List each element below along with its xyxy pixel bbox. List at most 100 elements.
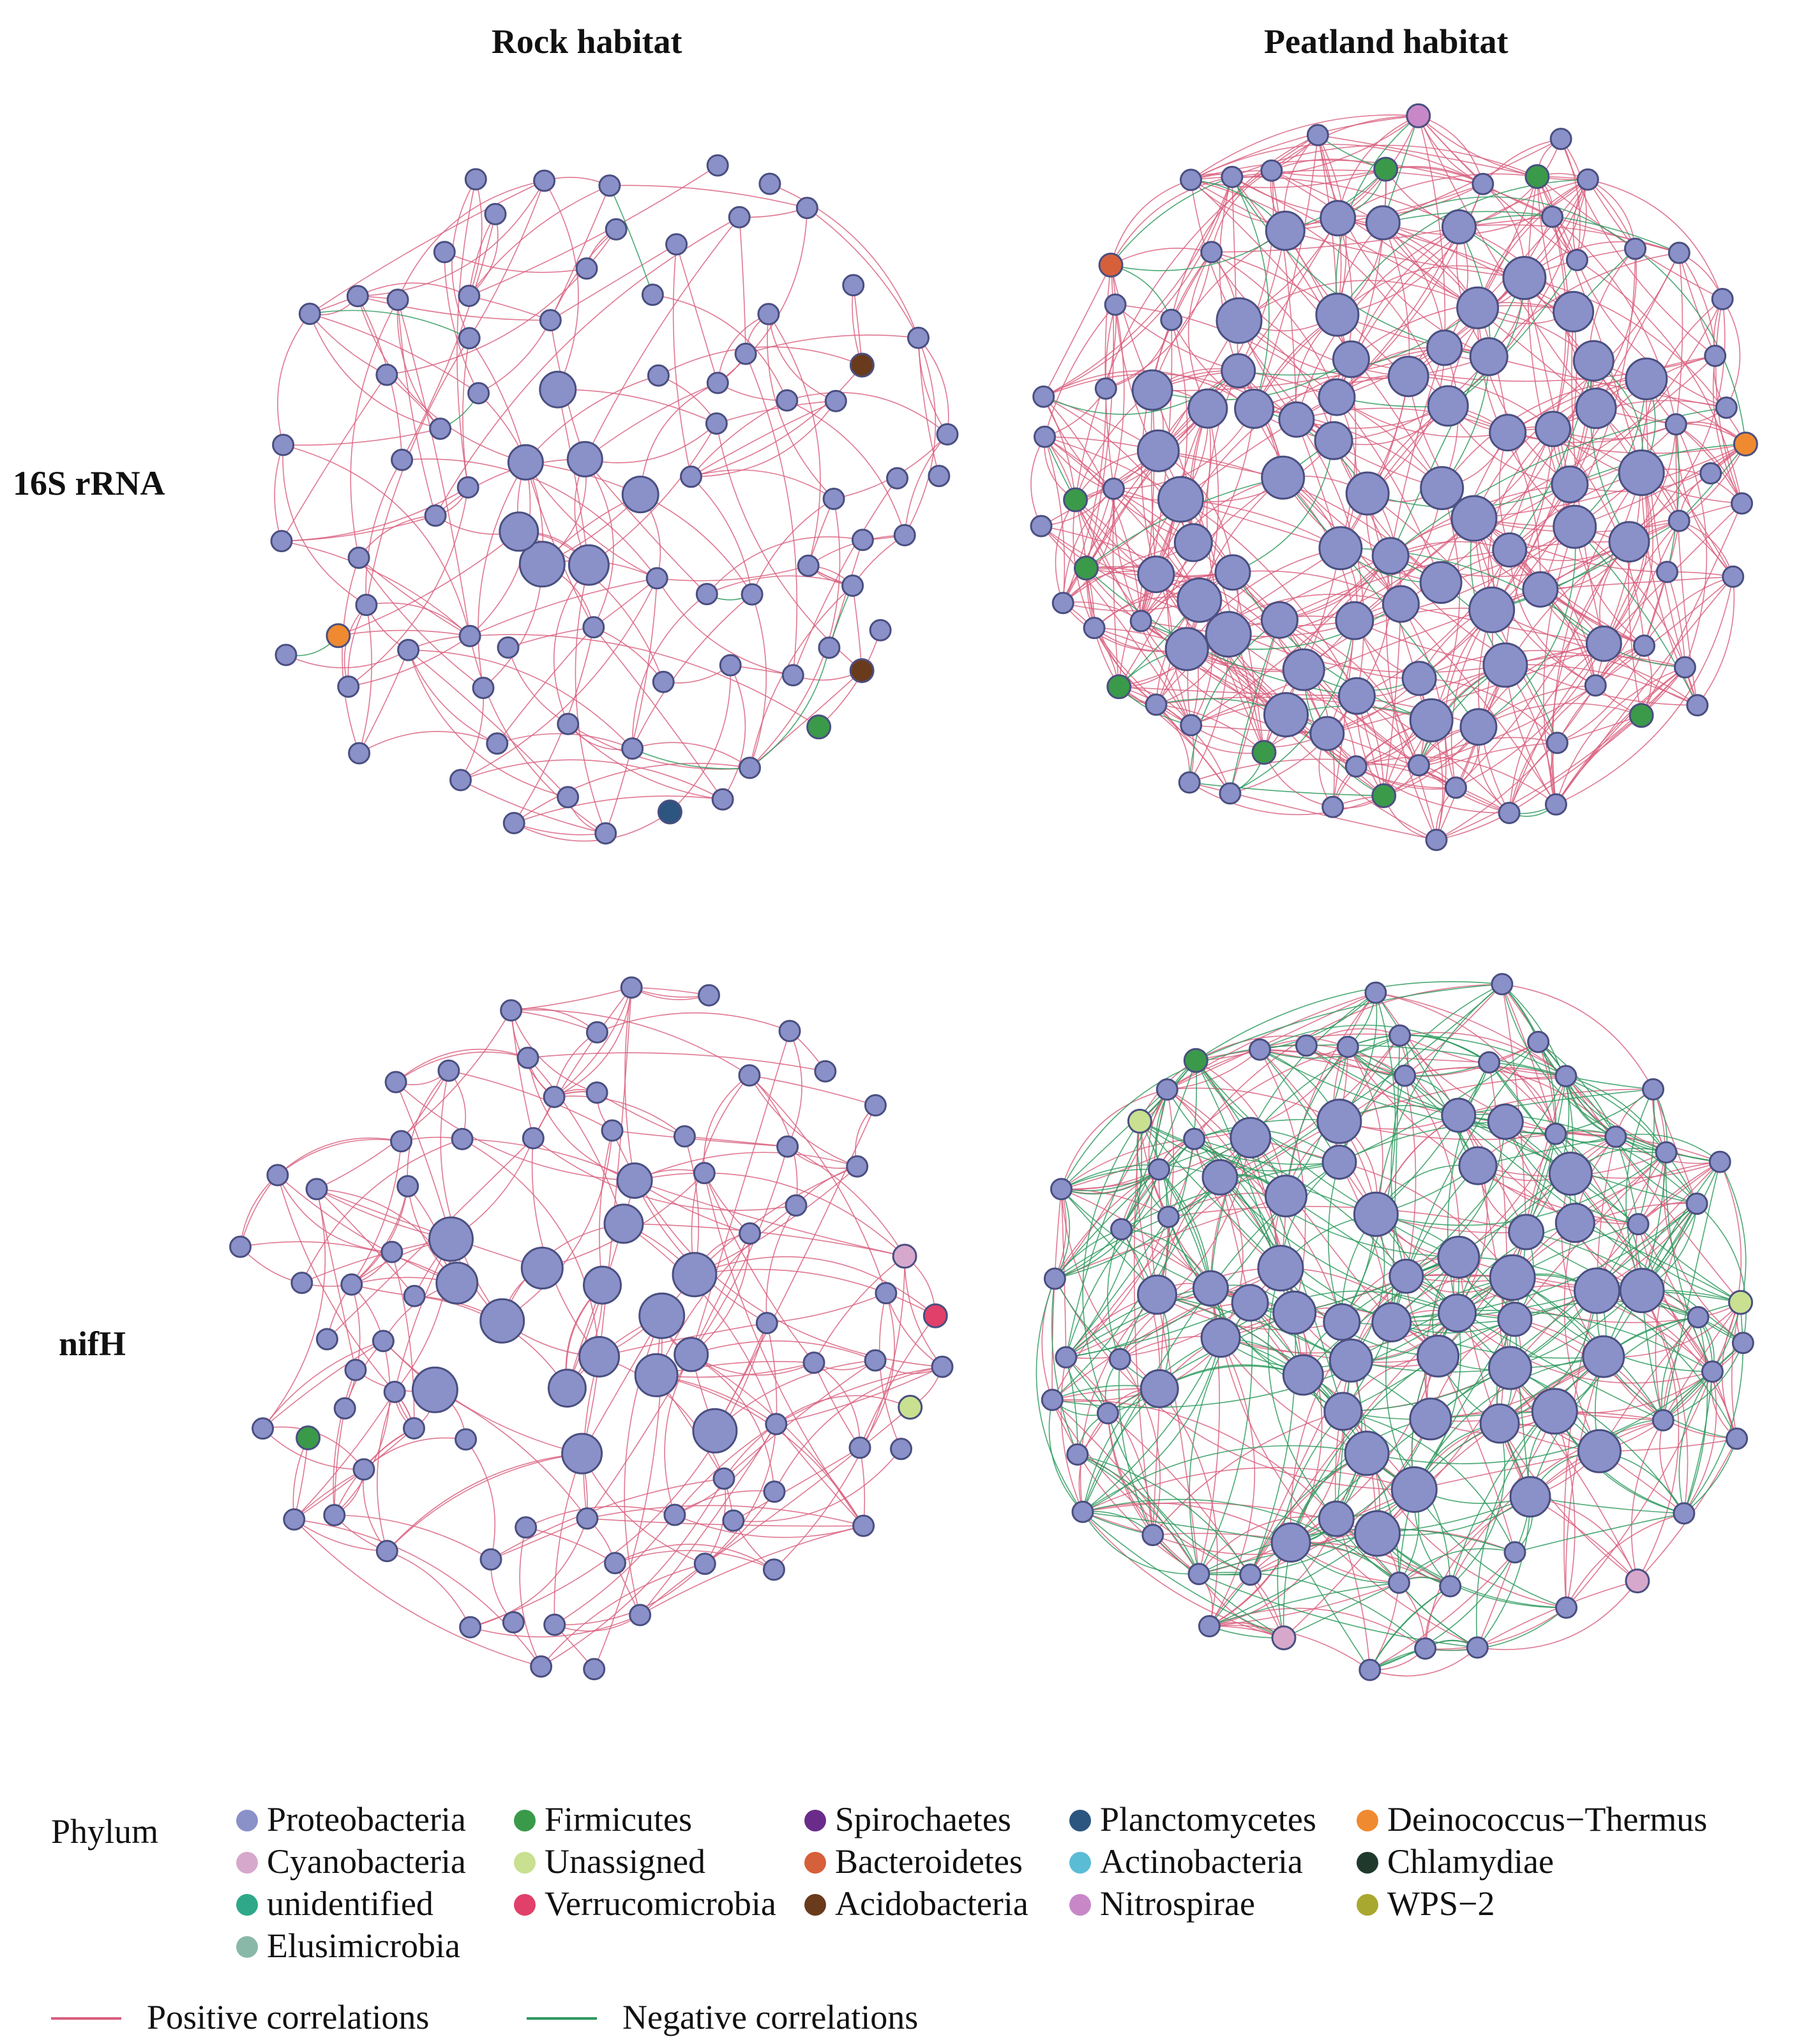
positive-edge (1473, 443, 1746, 519)
negative-edge (1260, 1025, 1490, 1063)
node-proteobacteria (1503, 1541, 1526, 1564)
row-title-16s: 16S rRNA (13, 464, 165, 502)
node-proteobacteria (765, 1413, 788, 1436)
node-proteobacteria (582, 616, 605, 639)
node-proteobacteria (1482, 642, 1528, 688)
node-proteobacteria (1522, 571, 1559, 608)
positive-edge (1044, 436, 1358, 696)
positive-edge (1509, 715, 1642, 814)
positive-edge (387, 1551, 471, 1628)
positive-edge (904, 1256, 943, 1367)
positive-edge (690, 1030, 790, 1355)
positive-edge (358, 515, 436, 559)
positive-edge (1557, 714, 1642, 744)
positive-edge (657, 565, 809, 582)
node-proteobacteria (841, 575, 864, 597)
positive-edge (309, 313, 388, 375)
positive-edge (656, 578, 794, 676)
node-proteobacteria (1137, 555, 1175, 594)
positive-edge (776, 1366, 943, 1425)
positive-edge (550, 185, 610, 320)
positive-edge (598, 987, 632, 1357)
node-proteobacteria (698, 984, 720, 1007)
positive-edge (599, 1322, 767, 1358)
node-proteobacteria (1321, 795, 1344, 818)
positive-edge (1456, 643, 1605, 788)
node-proteobacteria (575, 257, 598, 280)
positive-edge (593, 578, 658, 628)
negative-edge (1499, 1290, 1598, 1424)
positive-edge (1044, 304, 1116, 437)
node-proteobacteria (283, 1508, 306, 1531)
positive-edge (309, 313, 440, 430)
node-proteobacteria (1200, 241, 1223, 264)
positive-edge (1662, 1317, 1699, 1420)
node-proteobacteria (270, 530, 293, 553)
node-proteobacteria (403, 1284, 426, 1307)
node-proteobacteria (1306, 124, 1329, 147)
positive-edge (694, 1166, 858, 1275)
node-proteobacteria (864, 1094, 887, 1116)
negative-edge (1189, 619, 1280, 783)
node-proteobacteria (305, 1178, 328, 1201)
positive-edge (316, 1010, 512, 1190)
positive-edge (704, 1424, 777, 1565)
node-proteobacteria (1388, 1571, 1410, 1594)
node-proteobacteria (449, 769, 472, 792)
negative-edge (1447, 259, 1578, 407)
node-firmicutes (1371, 783, 1397, 808)
positive-edge (1458, 1115, 1576, 1224)
node-proteobacteria (561, 1432, 603, 1475)
positive-edge (1458, 1088, 1653, 1116)
negative-edge (1696, 1203, 1747, 1343)
positive-edge (623, 1223, 777, 1425)
positive-edge (1113, 408, 1255, 490)
node-proteobacteria (1667, 241, 1690, 264)
positive-edge (1285, 230, 1524, 279)
legend-label: Unassigned (545, 1842, 705, 1881)
positive-edge (749, 594, 767, 769)
positive-edge (733, 1447, 861, 1521)
positive-edge (513, 763, 750, 824)
positive-edge (1637, 1290, 1680, 1581)
positive-edge (1366, 1453, 1567, 1609)
node-proteobacteria (1315, 292, 1360, 337)
legend-dot (514, 1893, 536, 1916)
node-proteobacteria (1417, 1334, 1460, 1378)
node-nitrospirae (1406, 103, 1431, 128)
node-proteobacteria (739, 756, 761, 779)
node-proteobacteria (451, 1127, 474, 1150)
node-proteobacteria (1187, 388, 1228, 429)
positive-edge (460, 688, 485, 781)
node-proteobacteria (1192, 1270, 1229, 1307)
node-proteobacteria (1401, 661, 1437, 696)
positive-edge (767, 313, 834, 500)
node-proteobacteria (290, 1272, 313, 1295)
legend-item-elusimicrobia: Elusimicrobia (236, 1925, 460, 1966)
positive-edge (1155, 704, 1265, 753)
positive-edge (1502, 984, 1527, 1233)
negative-edge (1447, 1062, 1490, 1314)
node-proteobacteria (647, 364, 670, 387)
node-proteobacteria (1205, 611, 1252, 658)
positive-edge (1505, 664, 1698, 706)
node-proteobacteria (1642, 1078, 1664, 1101)
nodes-peat-16s (1030, 103, 1758, 852)
legend-dot (236, 1809, 258, 1831)
node-proteobacteria (583, 1265, 622, 1305)
positive-edge (1279, 619, 1420, 766)
positive-edge (584, 458, 614, 627)
node-proteobacteria (539, 309, 562, 332)
legend-title: Phylum (51, 1812, 159, 1851)
node-proteobacteria (1487, 1103, 1524, 1140)
node-proteobacteria (557, 786, 580, 809)
positive-edge (634, 1152, 857, 1182)
node-proteobacteria (1489, 1254, 1536, 1301)
negative-edge (1683, 1371, 1713, 1514)
positive-edge (1186, 548, 1341, 650)
node-proteobacteria (645, 567, 668, 590)
positive-edge (310, 313, 479, 394)
positive-edge (1473, 355, 1716, 519)
positive-edge (469, 165, 718, 297)
positive-edge (402, 458, 658, 579)
